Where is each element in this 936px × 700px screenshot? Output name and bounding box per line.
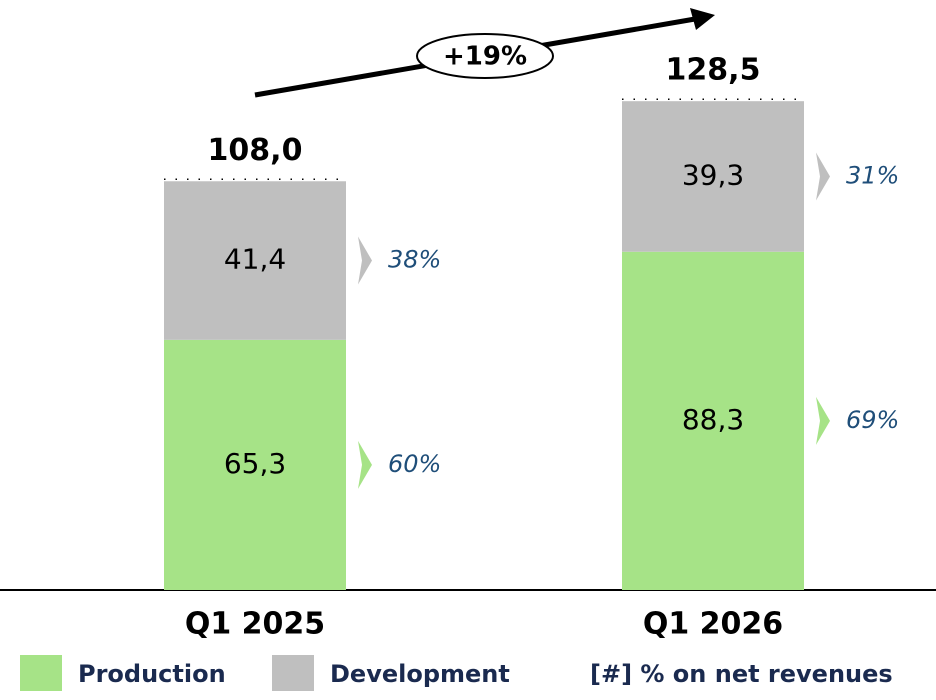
legend-label: Development (330, 660, 510, 688)
growth-bubble (416, 33, 554, 79)
growth-label: +19% (443, 42, 527, 72)
share-label: 38% (388, 246, 441, 274)
note: [#] % on net revenues (590, 660, 893, 688)
x-tick-label: Q1 2026 (643, 607, 783, 642)
x-tick-label: Q1 2025 (185, 607, 325, 642)
segment-label: 39,3 (682, 158, 744, 191)
bar-segment (164, 339, 346, 590)
share-label: 31% (846, 161, 899, 189)
legend-label: Production (78, 660, 226, 688)
share-chevron (358, 440, 372, 489)
legend-swatch (20, 655, 62, 691)
share-chevron (816, 396, 830, 445)
legend-swatch (272, 655, 314, 691)
segment-label: 65,3 (224, 447, 286, 480)
growth-arrow-head (690, 8, 715, 30)
share-chevron (358, 236, 372, 285)
segment-label: 88,3 (682, 403, 744, 436)
total-label: 108,0 (208, 133, 303, 168)
share-label: 69% (846, 406, 899, 434)
segment-label: 41,4 (224, 243, 286, 276)
bar-segment (164, 181, 346, 340)
bar-segment (622, 251, 804, 590)
share-label: 60% (388, 450, 441, 478)
share-chevron (816, 152, 830, 201)
total-label: 128,5 (666, 53, 761, 88)
bar-segment (622, 101, 804, 252)
